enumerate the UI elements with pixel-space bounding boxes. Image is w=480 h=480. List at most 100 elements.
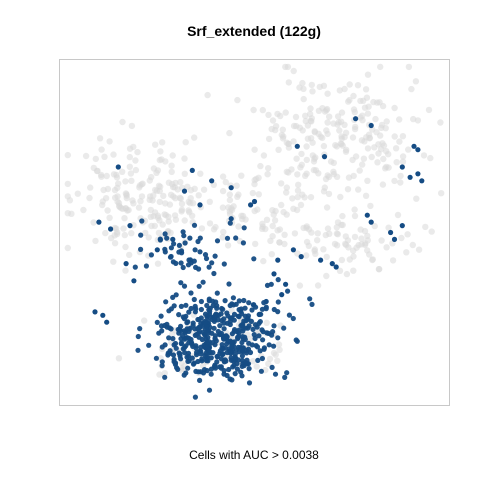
background-cell-point bbox=[68, 210, 75, 217]
highlighted-cell-point bbox=[186, 309, 192, 315]
background-cell-point bbox=[74, 190, 82, 197]
background-cell-point bbox=[101, 153, 108, 160]
highlighted-cell-point bbox=[157, 237, 163, 243]
background-cell-point bbox=[375, 141, 382, 148]
background-cell-point bbox=[226, 196, 234, 204]
background-cell-point bbox=[177, 195, 184, 202]
highlighted-cell-point bbox=[170, 336, 176, 342]
background-cell-point bbox=[119, 118, 126, 126]
background-cell-point bbox=[377, 146, 385, 153]
background-cell-point bbox=[396, 138, 403, 145]
highlighted-cell-point bbox=[246, 340, 252, 346]
background-cell-point bbox=[350, 267, 357, 274]
highlighted-cell-point bbox=[184, 320, 190, 326]
background-cell-point bbox=[135, 204, 143, 211]
background-cell-point bbox=[375, 266, 383, 273]
background-cell-point bbox=[147, 213, 154, 220]
highlighted-cell-point bbox=[173, 292, 179, 298]
highlighted-cell-point bbox=[206, 298, 212, 304]
background-cell-point bbox=[282, 109, 289, 116]
background-cell-point bbox=[249, 189, 256, 197]
background-cell-point bbox=[422, 223, 429, 231]
background-cell-point bbox=[195, 192, 202, 199]
background-cell-point bbox=[235, 223, 242, 230]
background-cell-point bbox=[274, 357, 281, 364]
background-cell-point bbox=[303, 156, 310, 164]
background-cell-point bbox=[102, 195, 110, 202]
background-cell-point bbox=[295, 181, 302, 188]
background-cell-point bbox=[189, 212, 196, 219]
x-axis-label: Cells with AUC > 0.0038 bbox=[189, 448, 319, 462]
background-cell-point bbox=[271, 217, 279, 224]
background-cell-point bbox=[64, 151, 72, 159]
background-cell-point bbox=[352, 153, 360, 160]
background-cell-point bbox=[399, 158, 407, 165]
background-cell-point bbox=[333, 230, 341, 237]
background-cell-point bbox=[342, 233, 349, 240]
highlighted-cell-point bbox=[282, 374, 288, 380]
background-cell-point bbox=[263, 216, 271, 223]
highlighted-cell-point bbox=[191, 258, 197, 264]
highlighted-cell-point bbox=[290, 315, 296, 322]
background-cell-point bbox=[398, 234, 405, 242]
background-cell-point bbox=[294, 193, 301, 201]
background-cell-point bbox=[323, 253, 330, 261]
background-cell-point bbox=[263, 319, 270, 326]
highlighted-cell-point bbox=[212, 335, 218, 342]
highlighted-cell-point bbox=[181, 372, 187, 378]
background-cell-point bbox=[366, 251, 373, 258]
background-cell-point bbox=[234, 193, 241, 200]
highlighted-cell-point bbox=[252, 335, 258, 342]
background-cell-point bbox=[293, 206, 301, 214]
background-cell-point bbox=[314, 237, 321, 244]
background-cell-point bbox=[420, 152, 428, 159]
background-cell-point bbox=[168, 168, 175, 176]
background-cell-point bbox=[122, 243, 129, 251]
background-cell-point bbox=[298, 161, 305, 168]
background-cell-point bbox=[127, 170, 135, 177]
background-cell-point bbox=[355, 186, 362, 193]
highlighted-cell-point bbox=[184, 354, 190, 360]
highlighted-cell-point bbox=[218, 356, 224, 362]
highlighted-cell-point bbox=[368, 122, 374, 129]
background-cell-point bbox=[121, 231, 128, 239]
background-cell-point bbox=[372, 115, 379, 123]
highlighted-cell-point bbox=[159, 359, 165, 365]
background-cell-point bbox=[252, 240, 259, 248]
background-cell-point bbox=[281, 240, 288, 248]
highlighted-cell-point bbox=[191, 360, 197, 366]
background-cell-point bbox=[296, 282, 304, 289]
highlighted-cell-point bbox=[207, 314, 213, 320]
background-cell-point bbox=[396, 116, 403, 123]
highlighted-cell-point bbox=[235, 357, 241, 363]
highlighted-cell-point bbox=[228, 185, 234, 191]
background-cell-point bbox=[351, 109, 358, 116]
background-cell-point bbox=[100, 186, 107, 194]
highlighted-cell-point bbox=[180, 229, 186, 235]
background-cell-point bbox=[187, 195, 194, 202]
highlighted-cell-point bbox=[176, 312, 182, 318]
background-cell-point bbox=[371, 222, 378, 230]
background-cell-point bbox=[181, 217, 188, 224]
highlighted-cell-point bbox=[269, 364, 275, 370]
background-cell-point bbox=[331, 240, 339, 248]
highlighted-cell-point bbox=[186, 257, 192, 263]
background-cell-point bbox=[156, 198, 163, 206]
background-cell-point bbox=[238, 172, 245, 179]
highlighted-cell-point bbox=[180, 314, 186, 320]
background-cell-point bbox=[265, 165, 272, 172]
highlighted-cell-point bbox=[104, 319, 110, 325]
background-cell-point bbox=[156, 156, 163, 164]
background-cell-point bbox=[308, 81, 315, 89]
highlighted-cell-point bbox=[158, 323, 165, 329]
highlighted-cell-point bbox=[175, 366, 181, 372]
background-cell-point bbox=[126, 163, 133, 170]
highlighted-cells bbox=[92, 116, 425, 400]
background-cell-point bbox=[177, 178, 184, 186]
highlighted-cell-point bbox=[281, 325, 287, 331]
background-cell-point bbox=[415, 246, 423, 253]
background-cell-point bbox=[354, 82, 362, 89]
highlighted-cell-point bbox=[209, 260, 215, 266]
background-cell-point bbox=[219, 234, 226, 241]
background-cell-point bbox=[285, 140, 292, 147]
